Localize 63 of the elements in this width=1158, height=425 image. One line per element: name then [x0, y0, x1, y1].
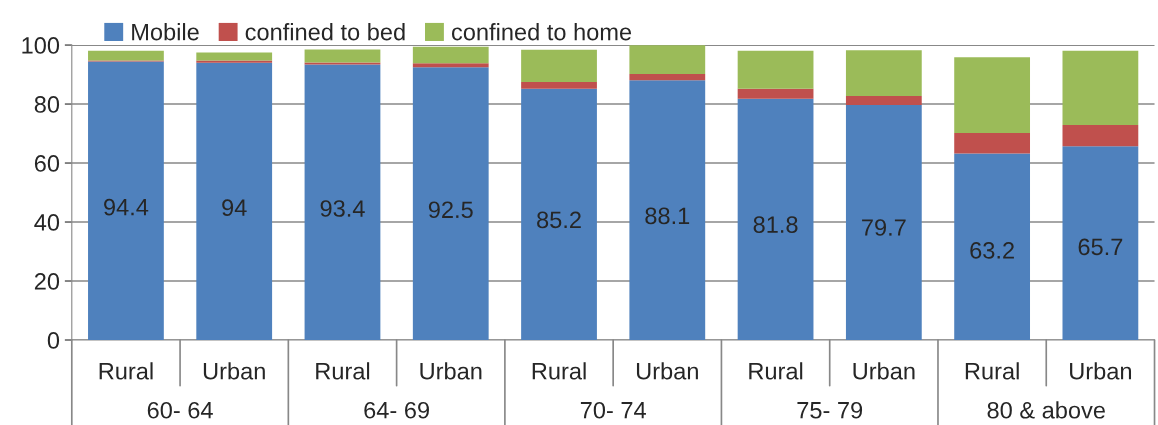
data-label: 79.7	[862, 219, 906, 236]
x-tick-label: Rural	[965, 362, 1019, 380]
bar	[954, 132, 1031, 154]
text: 70- 74	[580, 401, 646, 419]
data-label: 81.8	[753, 216, 798, 233]
bar	[88, 50, 164, 61]
bar	[629, 80, 706, 340]
bar	[521, 88, 597, 340]
data-label: 94.4	[104, 198, 149, 216]
y-tick-label: 20	[34, 273, 60, 290]
bar	[304, 64, 381, 340]
data-label: 93.4	[320, 200, 365, 217]
bar	[304, 49, 381, 63]
x-tick-label: Rural	[99, 362, 153, 380]
data-label: 63.2	[970, 242, 1014, 259]
bar	[304, 62, 381, 65]
x-tick-label: Urban	[203, 362, 265, 380]
bar	[1062, 124, 1139, 147]
x-tick-label: Rural	[749, 362, 803, 380]
x-tick-label: Urban	[636, 362, 698, 380]
legend-label: confined to home	[451, 23, 632, 41]
y-tick-label: 60	[34, 155, 60, 172]
data-label: 65.7	[1078, 238, 1123, 256]
y-tick-label: 0	[47, 332, 60, 349]
bar	[954, 57, 1031, 133]
bar	[737, 50, 814, 89]
bar	[737, 98, 814, 340]
bar	[845, 50, 922, 97]
y-tick-label: 80	[34, 96, 60, 113]
data-label: 94	[222, 199, 247, 217]
bar	[845, 96, 922, 105]
y-tick-label: 100	[22, 37, 60, 54]
bar	[1062, 50, 1139, 125]
bar	[629, 73, 706, 81]
data-label: 92.5	[428, 201, 473, 219]
legend-label: Mobile	[132, 23, 199, 41]
bar	[629, 45, 706, 74]
x-tick-label: Rural	[316, 362, 370, 380]
y-tick-label: 40	[34, 214, 60, 231]
text: 80 & above	[987, 401, 1105, 419]
bar	[412, 63, 489, 68]
bar	[196, 62, 273, 340]
bar	[737, 88, 814, 99]
text: 64- 69	[364, 401, 429, 419]
x-tick-label: Urban	[853, 362, 915, 380]
bar	[88, 61, 164, 340]
bar	[521, 81, 597, 89]
bar	[196, 60, 273, 63]
bar	[521, 49, 597, 82]
x-tick-label: Urban	[1070, 362, 1132, 380]
text: 60- 64	[147, 401, 213, 419]
text: 75- 79	[797, 401, 863, 419]
data-label: 85.2	[537, 211, 581, 229]
legend-label: confined to bed	[245, 23, 405, 41]
bar	[1062, 146, 1139, 340]
x-tick-label: Rural	[532, 362, 586, 380]
bar	[954, 153, 1031, 340]
bar	[196, 52, 273, 61]
bar	[412, 46, 489, 64]
x-tick-label: Urban	[420, 362, 482, 380]
bar	[412, 67, 489, 340]
data-label: 88.1	[645, 207, 690, 225]
bar	[845, 104, 922, 340]
